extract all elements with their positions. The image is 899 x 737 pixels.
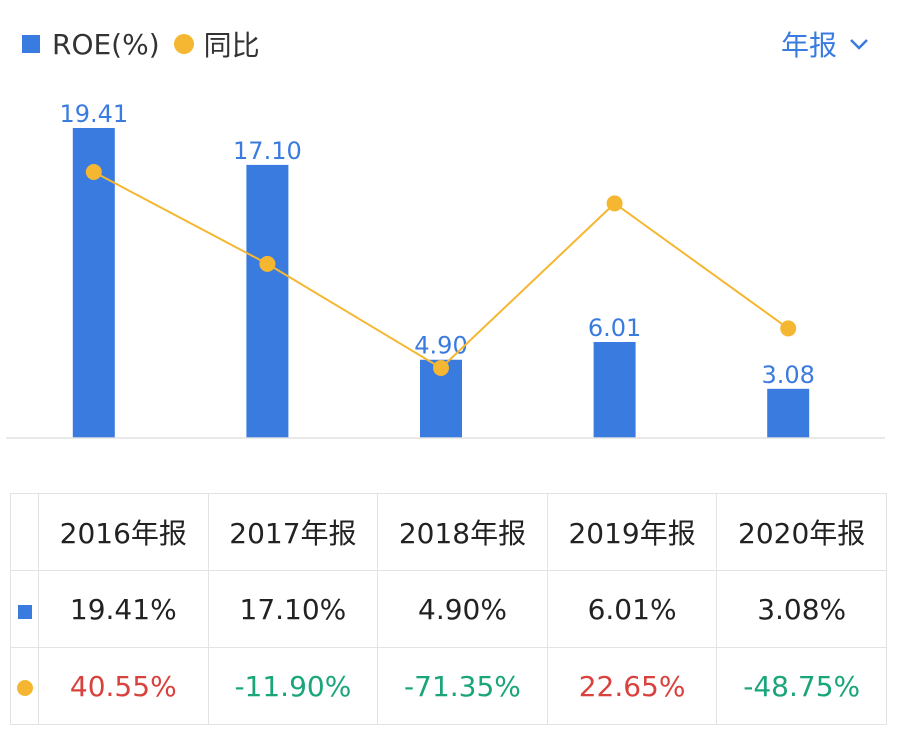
legend-bar-swatch (22, 35, 40, 53)
table-header-cell: 2017年报 (207, 493, 379, 571)
yoy-point-0 (85, 164, 102, 180)
table-row-roe: 19.41% 17.10% 4.90% 6.01% 3.08% (10, 570, 887, 648)
roe-row-marker (17, 604, 32, 619)
bar-4 (767, 388, 810, 438)
bar-value-label-0: 19.41 (59, 100, 128, 128)
yoy-cell: -11.90% (207, 647, 379, 725)
period-selector[interactable]: 年报 (781, 22, 869, 66)
bar-value-label-2: 4.90 (414, 332, 467, 360)
chart-legend: ROE(%) 同比 (22, 22, 260, 66)
period-selector-label: 年报 (780, 29, 837, 62)
roe-chart: 19.41 17.10 4.90 6.01 3.08 (6, 100, 885, 439)
roe-cell: 19.41% (38, 570, 209, 648)
table-header-cell: 2019年报 (546, 493, 718, 571)
table-header-row: 2016年报 2017年报 2018年报 2019年报 2020年报 (10, 493, 887, 571)
data-table: 2016年报 2017年报 2018年报 2019年报 2020年报 19.41… (10, 493, 887, 725)
bar-3 (593, 342, 636, 438)
line-layer (85, 164, 797, 376)
table-header-cell: 2020年报 (716, 493, 887, 571)
legend-line-label: 同比 (203, 29, 260, 62)
roe-cell: 6.01% (546, 570, 718, 648)
table-header-cell: 2016年报 (38, 493, 209, 571)
yoy-point-3 (606, 195, 623, 212)
bar-value-label-1: 17.10 (233, 137, 302, 165)
bar-value-label-4: 3.08 (761, 361, 814, 389)
bar-value-label-3: 6.01 (588, 314, 641, 342)
bars-layer: 19.41 17.10 4.90 6.01 3.08 (59, 100, 815, 438)
roe-cell: 17.10% (207, 570, 379, 648)
yoy-row-marker (16, 679, 33, 696)
legend-bar-label: ROE(%) (52, 27, 160, 61)
yoy-point-4 (780, 320, 797, 337)
table-header-cell: 2018年报 (377, 493, 548, 571)
table-row-yoy: 40.55% -11.90% -71.35% 22.65% -48.75% (10, 647, 887, 725)
yoy-cell: 40.55% (38, 647, 209, 725)
yoy-cell: -48.75% (716, 647, 887, 725)
yoy-cell: 22.65% (546, 647, 718, 725)
roe-cell: 4.90% (377, 570, 548, 648)
chevron-down-icon (850, 39, 868, 50)
yoy-cell: -71.35% (377, 647, 548, 725)
bar-1 (246, 164, 289, 438)
yoy-point-1 (259, 255, 276, 272)
yoy-point-2 (433, 360, 449, 376)
legend-line-swatch (173, 34, 194, 54)
roe-cell: 3.08% (716, 570, 887, 648)
